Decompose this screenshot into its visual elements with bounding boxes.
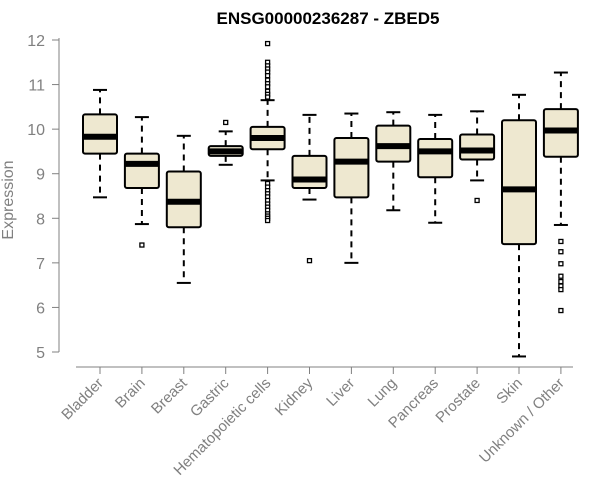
x-tick-label: Brain [112, 375, 149, 412]
box-kidney [291, 113, 328, 264]
x-tick-label: Prostate [432, 375, 484, 427]
outlier-point [558, 307, 564, 314]
y-ticks: 5 6 7 8 9 10 11 12 [27, 33, 59, 362]
outlier-point [558, 249, 564, 255]
outlier-point [264, 40, 271, 47]
y-tick-label: 8 [36, 211, 45, 228]
y-tick-label: 12 [27, 33, 45, 50]
outlier-point [264, 84, 271, 90]
outlier-point [558, 238, 564, 245]
box-hematopoietic-cells [249, 40, 286, 224]
outlier-point [558, 273, 564, 279]
y-tick-label: 7 [36, 256, 45, 273]
outlier-point [558, 278, 564, 285]
box-pancreas [417, 113, 454, 224]
x-tick-label: Bladder [58, 375, 107, 424]
y-tick-label: 10 [27, 122, 45, 139]
box-iqr [333, 137, 370, 199]
chart-title: ENSG00000236287 - ZBED5 [216, 9, 439, 28]
box-iqr [501, 119, 537, 246]
x-tick-label: Skin [493, 375, 526, 408]
outlier-point [264, 94, 271, 100]
box-iqr [291, 154, 328, 189]
outlier-point [306, 257, 313, 264]
box-bladder [82, 88, 118, 199]
outlier-point [139, 242, 145, 248]
outlier-point [474, 197, 480, 204]
box-brain [123, 116, 160, 248]
x-tick-label: Lung [365, 375, 401, 411]
x-tick-label: Kidney [272, 374, 317, 419]
box-iqr [417, 137, 454, 179]
box-plots [82, 40, 579, 358]
box-prostate [459, 110, 496, 204]
outlier-point [223, 119, 229, 126]
box-iqr [123, 152, 160, 189]
x-tick-label: Liver [323, 375, 358, 410]
outlier-point [264, 217, 271, 224]
y-tick-label: 5 [36, 345, 45, 362]
outlier-point [264, 73, 271, 79]
y-tick-label: 9 [36, 167, 45, 184]
box-skin [501, 93, 537, 358]
box-unknown-other [542, 71, 579, 314]
box-breast [165, 134, 202, 284]
box-liver [333, 112, 370, 264]
box-iqr [459, 133, 496, 161]
x-tick-label: Breast [148, 374, 191, 417]
box-gastric [207, 119, 244, 166]
y-tick-label: 11 [28, 78, 45, 95]
outlier-point [558, 286, 564, 293]
outlier-point [558, 261, 564, 267]
y-tick-label: 6 [36, 300, 45, 317]
y-axis-title: Expression [0, 160, 17, 239]
box-lung [375, 111, 412, 212]
